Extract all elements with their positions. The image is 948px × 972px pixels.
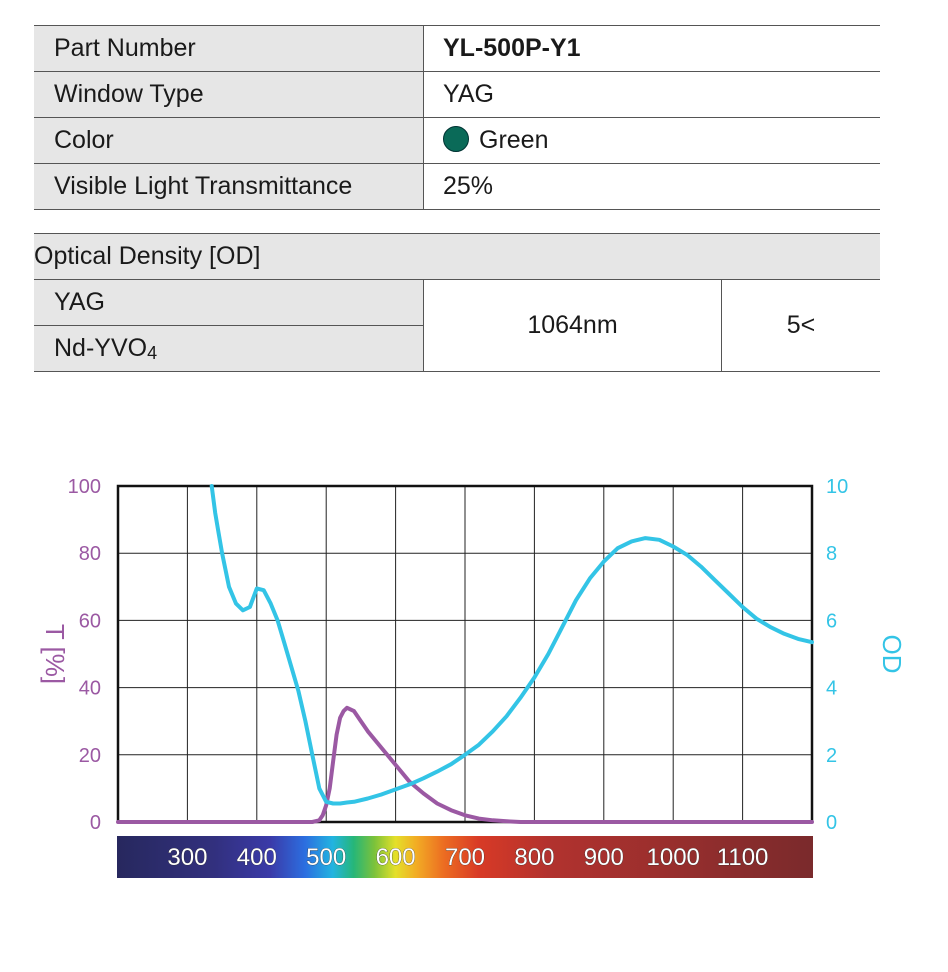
od-value: 5< (721, 279, 880, 372)
y-left-tick-label: 20 (79, 745, 101, 767)
x-tick-label: 800 (514, 844, 554, 871)
chart-grid (118, 485, 812, 823)
transmittance-od-chart: 300 400 500 600 700 800 900 1000 1100 0204060801… (40, 476, 907, 878)
color-cell: Green (423, 117, 880, 164)
table-row: Nd-YVO4 (34, 325, 880, 372)
y-left-tick-labels: 0 20 40 60 80 100 (68, 476, 101, 834)
y-right-tick-labels: 0 2 4 6 8 10 (826, 476, 848, 834)
y-right-tick-label: 0 (826, 812, 837, 834)
y-left-tick-label: 100 (68, 476, 101, 498)
color-value: Green (479, 126, 549, 154)
od-curve (209, 484, 814, 806)
y-right-tick-label: 2 (826, 745, 837, 767)
table-row: Part Number YL-500P-Y1 (34, 25, 880, 72)
x-tick-labels: 300 400 500 600 700 800 900 1000 1100 (167, 844, 769, 872)
y-left-tick-label: 60 (79, 610, 101, 632)
transmittance-value: 25% (423, 163, 880, 210)
y-left-tick-label: 80 (79, 543, 101, 565)
row-label: Part Number (34, 25, 424, 72)
x-tick-label: 300 (167, 844, 207, 871)
laser-ndyvo-subscript: 4 (147, 342, 158, 363)
table-row: Optical Density [OD] (34, 233, 880, 280)
y-right-tick-label: 10 (826, 476, 848, 498)
laser-ndyvo4: Nd-YVO4 (34, 325, 424, 372)
y-left-tick-label: 0 (90, 812, 101, 834)
table-row: Window Type YAG (34, 71, 880, 118)
laser-ndyvo-label: Nd-YVO (54, 333, 148, 362)
laser-yag: YAG (34, 279, 424, 326)
plot-frame (116, 484, 814, 824)
row-label: Color (34, 117, 424, 164)
y-right-tick-label: 4 (826, 678, 837, 700)
x-tick-label: 700 (445, 844, 485, 871)
table-row: YAG 1064nm 5< (34, 279, 880, 372)
od-table-header: Optical Density [OD] (34, 233, 880, 280)
spectrum-bar (117, 836, 813, 878)
y-right-tick-label: 8 (826, 543, 837, 565)
window-type-value: YAG (423, 71, 880, 118)
x-tick-label: 900 (584, 844, 624, 871)
color-swatch-icon (443, 126, 469, 152)
table-row: Visible Light Transmittance 25% (34, 163, 880, 210)
x-tick-label: 1000 (647, 844, 700, 871)
od-table: Optical Density [OD] YAG 1064nm 5< Nd-YV… (34, 233, 880, 372)
y-right-axis-label: OD (877, 635, 907, 674)
chart-curves (116, 484, 814, 824)
x-tick-label: 400 (237, 844, 277, 871)
row-label: Window Type (34, 71, 424, 118)
x-tick-label: 500 (306, 844, 346, 871)
part-number-value: YL-500P-Y1 (423, 25, 880, 72)
y-right-tick-label: 6 (826, 610, 837, 632)
spec-table: Part Number YL-500P-Y1 Window Type YAG C… (34, 25, 880, 210)
x-tick-label: 600 (376, 844, 416, 871)
x-tick-label: 1100 (717, 844, 769, 871)
y-left-axis-label: T [%] (40, 624, 70, 684)
table-row: Color Green (34, 117, 880, 164)
od-wavelength: 1064nm (423, 279, 722, 372)
y-left-tick-label: 40 (79, 678, 101, 700)
row-label: Visible Light Transmittance (34, 163, 424, 210)
